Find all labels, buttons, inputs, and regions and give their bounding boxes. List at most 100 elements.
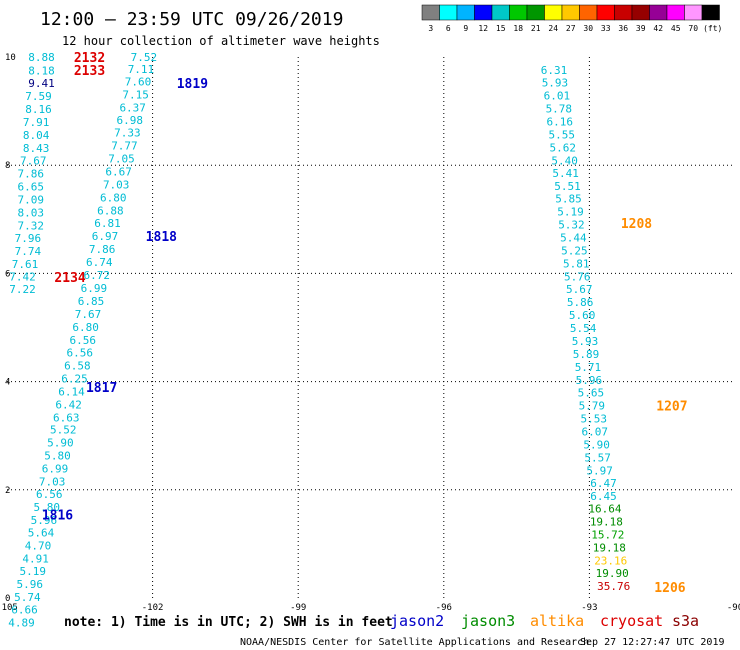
pass-label: 2134	[54, 271, 85, 286]
wave-height-value: 5.80	[44, 450, 71, 463]
wave-height-value: 6.80	[72, 321, 99, 334]
wave-height-value: 5.90	[583, 438, 610, 451]
legend-swatch	[579, 4, 598, 21]
x-tick-label: -93	[581, 603, 597, 613]
legend-label: 33	[601, 24, 611, 33]
legend-swatch	[561, 4, 580, 21]
satellite-legend: jason2 jason3 altika cryosat s3a	[390, 612, 699, 630]
wave-height-value: 7.60	[125, 75, 152, 88]
x-tick-label: -105	[0, 603, 18, 613]
wave-height-value: 7.33	[114, 127, 141, 140]
x-tick-label: -99	[290, 603, 306, 613]
axis-ticks: -105 -102 -99 -96 -93 -90 0 2 4 6 8 10	[0, 53, 740, 613]
wave-height-value: 7.96	[15, 232, 42, 245]
grid-lines	[7, 57, 735, 598]
legend-label: 30	[583, 24, 593, 33]
legend-swatch	[631, 4, 650, 21]
legend-label: 12	[478, 24, 488, 33]
x-tick-label: -102	[142, 603, 164, 613]
pass-label: 2133	[74, 64, 105, 79]
wave-height-value: 5.25	[561, 245, 588, 258]
wave-height-value: 8.04	[23, 129, 50, 142]
wave-height-value: 5.71	[575, 361, 602, 374]
legend-label: 6	[446, 24, 451, 33]
wave-height-value: 7.59	[25, 90, 52, 103]
wave-height-value: 5.19	[19, 565, 46, 578]
wave-height-value: 6.47	[590, 477, 617, 490]
wave-height-value: 5.53	[581, 412, 608, 425]
legend-label: 18	[513, 24, 523, 33]
wave-height-value: 16.64	[588, 503, 621, 516]
legend-swatch	[421, 4, 440, 21]
wave-height-value: 7.03	[103, 179, 130, 192]
legend-swatch	[509, 4, 528, 21]
wave-height-value: 6.72	[84, 269, 111, 282]
wave-height-value: 7.15	[122, 88, 149, 101]
legend-swatch	[701, 4, 720, 21]
x-tick-label: -96	[436, 603, 452, 613]
wave-height-value: 6.45	[590, 490, 617, 503]
legend-swatch	[439, 4, 458, 21]
legend-label: 45	[671, 24, 681, 33]
footer-credit: NOAA/NESDIS Center for Satellite Applica…	[240, 637, 589, 648]
wave-height-value: 6.42	[55, 398, 82, 411]
wave-height-value: 5.85	[555, 193, 582, 206]
wave-height-value: 6.99	[81, 282, 108, 295]
wave-height-value: 7.03	[39, 476, 66, 489]
wave-height-value: 5.97	[586, 464, 613, 477]
wave-height-value: 6.01	[544, 89, 571, 102]
wave-height-value: 5.81	[563, 258, 590, 271]
legend-swatch	[596, 4, 615, 21]
y-tick-label: 2	[5, 486, 10, 496]
legend-label: 24	[548, 24, 558, 33]
wave-height-value: 5.44	[560, 232, 587, 245]
legend-label: 39	[636, 24, 646, 33]
wave-height-value: 5.57	[584, 451, 611, 464]
legend-swatch	[666, 4, 685, 21]
wave-height-value: 5.60	[569, 309, 596, 322]
wave-height-value: 5.51	[554, 180, 581, 193]
wave-height-value: 7.67	[20, 154, 47, 167]
wave-height-value: 6.58	[64, 359, 91, 372]
y-tick-label: 4	[5, 378, 10, 388]
legend-label: 9	[463, 24, 468, 33]
wave-height-value: 6.07	[581, 425, 608, 438]
wave-height-value: 7.52	[131, 51, 158, 64]
y-tick-label: 10	[5, 53, 16, 63]
color-scale-legend: 3 6 9 12 15 18 21 24 27 30 33 36 39 42 45 70 (ft)	[421, 4, 722, 33]
wave-height-value: 8.43	[23, 142, 50, 155]
wave-height-value: 6.16	[547, 115, 574, 128]
satellite-name: jason3	[461, 612, 515, 630]
wave-height-value: 5.65	[578, 386, 605, 399]
legend-swatch	[544, 4, 563, 21]
satellite-name: altika	[530, 612, 584, 630]
legend-swatch	[491, 4, 510, 21]
footer-timestamp: Sep 27 12:27:47 UTC 2019	[580, 637, 725, 648]
wave-height-value: 5.52	[50, 424, 77, 437]
legend-label: 27	[566, 24, 576, 33]
wave-height-value: 5.79	[579, 399, 606, 412]
wave-height-value: 5.90	[47, 437, 74, 450]
legend-label: 3	[428, 24, 433, 33]
wave-height-value: 5.96	[576, 374, 603, 387]
pass-label: 1207	[656, 399, 687, 414]
pass-label: 1206	[654, 581, 685, 596]
wave-height-value: 9.41	[28, 77, 55, 90]
wave-height-value: 4.91	[22, 553, 49, 566]
wave-height-value: 6.37	[119, 101, 146, 114]
wave-height-value: 7.61	[12, 258, 39, 271]
wave-height-value: 6.98	[117, 114, 144, 127]
wave-height-value: 7.11	[128, 63, 155, 76]
wave-height-value: 6.74	[86, 256, 113, 269]
wave-height-value: 8.03	[18, 206, 45, 219]
legend-label: 36	[618, 24, 628, 33]
wave-height-value: 19.18	[593, 542, 626, 555]
wave-height-value: 6.66	[11, 603, 38, 616]
wave-height-value: 6.80	[100, 192, 127, 205]
wave-height-value: 6.67	[105, 166, 132, 179]
y-tick-label: 0	[5, 594, 10, 604]
wave-height-values: 8.888.189.417.598.167.918.048.437.677.86…	[8, 51, 630, 629]
wave-height-value: 7.86	[89, 243, 116, 256]
